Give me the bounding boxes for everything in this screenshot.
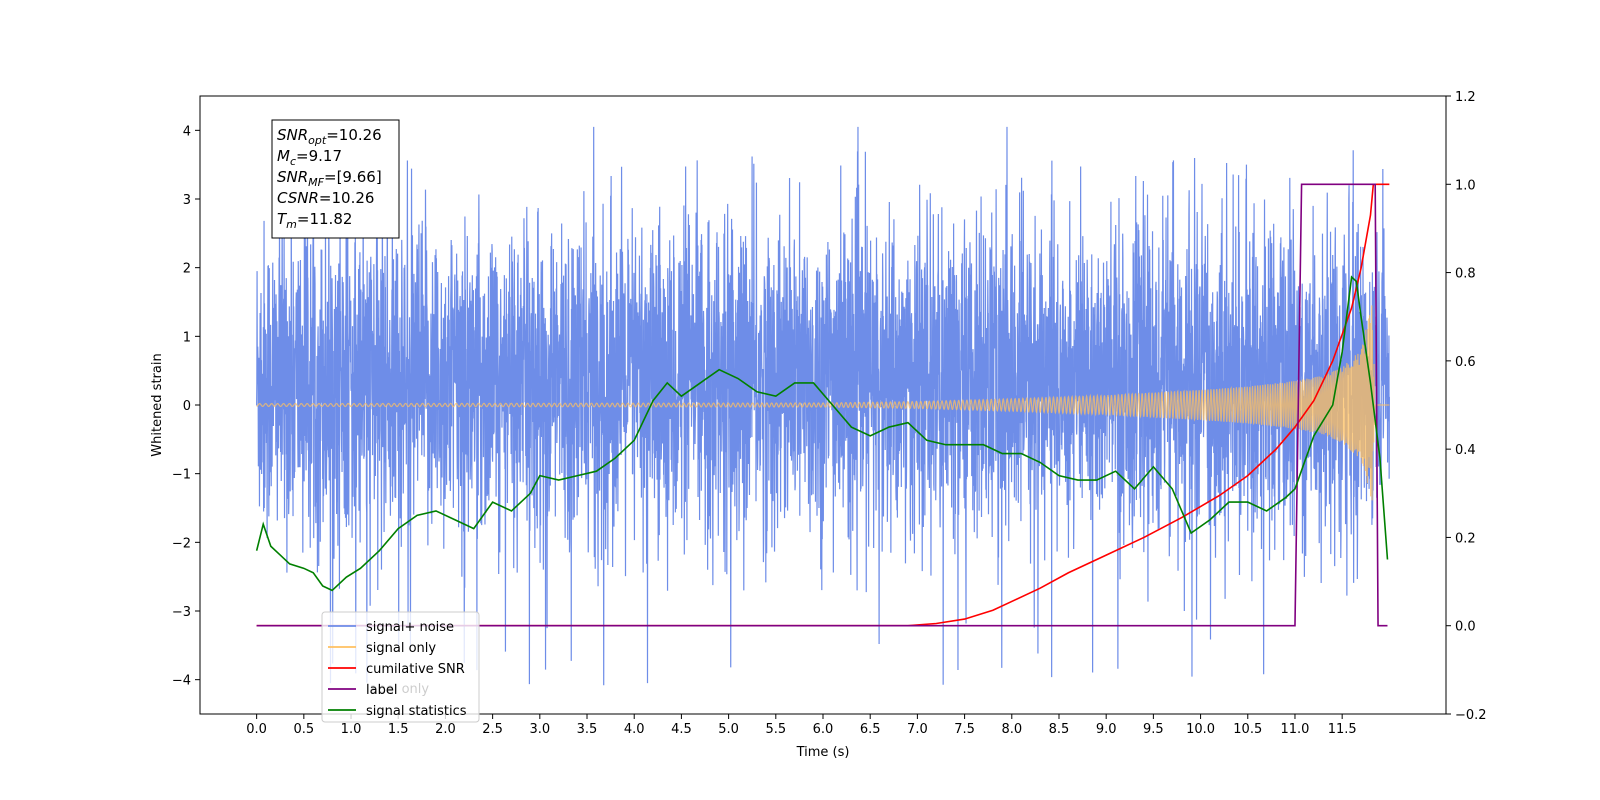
y-tick-label: 3 xyxy=(183,193,191,208)
legend-label: cumilative SNR xyxy=(366,662,465,677)
legend-label: signal statistics xyxy=(366,704,467,719)
x-tick-label: 2.5 xyxy=(482,722,503,737)
y-tick-label: 1 xyxy=(183,330,191,345)
x-tick-label: 1.5 xyxy=(388,722,409,737)
x-tick-label: 11.5 xyxy=(1328,722,1357,737)
annotation-line: CSNR=10.26 xyxy=(277,189,374,207)
y2-tick-label: 0.6 xyxy=(1455,355,1476,370)
x-tick-label: 10.5 xyxy=(1233,722,1262,737)
series-label xyxy=(256,183,1388,627)
annotation-symbol: M xyxy=(277,147,290,165)
annotation-symbol: CSNR xyxy=(277,189,319,207)
legend-label: signal+ noise xyxy=(366,620,454,635)
annotation-symbol: T xyxy=(277,210,288,228)
x-tick-label: 5.5 xyxy=(765,722,786,737)
y-axis-label: Whitened strain xyxy=(150,353,165,456)
x-tick-label: 3.0 xyxy=(529,722,550,737)
x-tick-label: 4.5 xyxy=(671,722,692,737)
x-tick-label: 8.0 xyxy=(1001,722,1022,737)
y2-tick-label: 0.0 xyxy=(1455,620,1476,635)
y2-tick-label: 1.0 xyxy=(1455,178,1476,193)
y-tick-label: −1 xyxy=(172,468,191,483)
x-tick-label: 9.5 xyxy=(1143,722,1164,737)
annotation-value: =10.26 xyxy=(319,189,375,207)
x-tick-label: 11.0 xyxy=(1280,722,1309,737)
x-tick-label: 8.5 xyxy=(1049,722,1070,737)
x-tick-label: 4.0 xyxy=(624,722,645,737)
x-tick-label: 7.0 xyxy=(907,722,928,737)
annotation-line: Mc=9.17 xyxy=(277,147,342,168)
annotation-line: SNRMF=[9.66] xyxy=(277,168,382,189)
legend-label: label xyxy=(366,683,397,698)
x-tick-label: 0.5 xyxy=(293,722,314,737)
x-tick-label: 10.0 xyxy=(1186,722,1215,737)
y-tick-label: −2 xyxy=(172,536,191,551)
x-axis-label: Time (s) xyxy=(796,745,850,760)
y-tick-label: −4 xyxy=(172,674,191,689)
legend-frame xyxy=(321,611,480,723)
plot-area xyxy=(255,126,1390,686)
x-tick-label: 3.5 xyxy=(577,722,598,737)
y-axis-right: −0.2 0.0 0.2 0.4 0.6 0.8 1.0 1.2 xyxy=(1446,90,1487,723)
stats-annotation-box: SNRopt=10.26Mc=9.17SNRMF=[9.66]CSNR=10.2… xyxy=(271,119,400,239)
annotation-value: =10.26 xyxy=(326,126,382,144)
y2-tick-label: −0.2 xyxy=(1455,708,1487,723)
y2-tick-label: 1.2 xyxy=(1455,90,1476,105)
series-signal-statistics xyxy=(255,275,1389,592)
x-tick-label: 9.0 xyxy=(1096,722,1117,737)
x-tick-label: 0.0 xyxy=(246,722,267,737)
annotation-subscript: opt xyxy=(308,134,327,147)
y-tick-label: 0 xyxy=(183,399,191,414)
annotation-symbol: SNR xyxy=(277,168,308,186)
legend-label: signal only xyxy=(366,641,436,656)
series-signal-noise xyxy=(256,126,1390,686)
annotation-line: Tm=11.82 xyxy=(277,210,352,231)
annotation-frame xyxy=(271,119,400,239)
y-tick-label: 2 xyxy=(183,262,191,277)
x-tick-label: 7.5 xyxy=(954,722,975,737)
annotation-symbol: SNR xyxy=(277,126,308,144)
y-axis-left: −4 −3 −2 −1 0 1 2 3 4 xyxy=(172,124,200,689)
x-tick-label: 6.5 xyxy=(860,722,881,737)
x-tick-label: 2.0 xyxy=(435,722,456,737)
x-axis: 0.0 0.5 1.0 1.5 2.0 2.5 3.0 3.5 4.0 4.5 5.0 5.5 6.0 6… xyxy=(246,714,1357,737)
annotation-subscript: c xyxy=(290,155,296,168)
annotation-line: SNRopt=10.26 xyxy=(277,126,382,147)
annotation-value: =[9.66] xyxy=(324,168,382,186)
x-tick-label: 5.0 xyxy=(718,722,739,737)
y-tick-label: −3 xyxy=(172,605,191,620)
annotation-value: =11.82 xyxy=(297,210,353,228)
series-cumilative-snr xyxy=(256,183,1390,627)
y2-tick-label: 0.4 xyxy=(1455,443,1476,458)
annotation-value: =9.17 xyxy=(296,147,342,165)
series-signal-only xyxy=(256,305,1390,501)
annotation-subscript: m xyxy=(286,218,297,231)
x-tick-label: 1.0 xyxy=(341,722,362,737)
x-tick-label: 6.0 xyxy=(813,722,834,737)
y2-tick-label: 0.2 xyxy=(1455,531,1476,546)
y-tick-label: 4 xyxy=(183,124,191,139)
y2-tick-label: 0.8 xyxy=(1455,267,1476,282)
annotation-subscript: MF xyxy=(308,176,324,189)
